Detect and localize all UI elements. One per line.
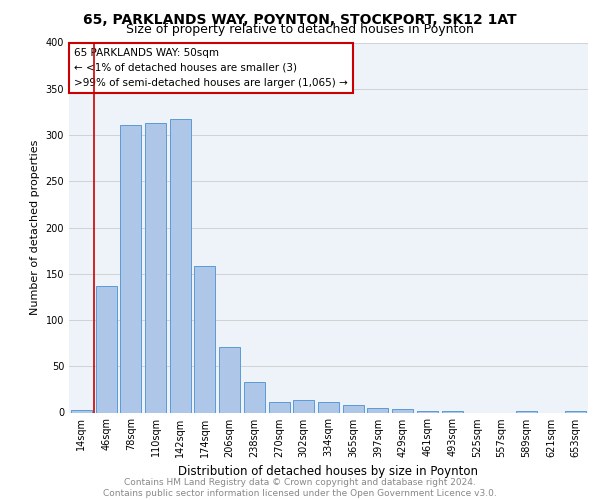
Bar xyxy=(95,286,116,412)
Text: 65, PARKLANDS WAY, POYNTON, STOCKPORT, SK12 1AT: 65, PARKLANDS WAY, POYNTON, STOCKPORT, S… xyxy=(83,12,517,26)
Bar xyxy=(170,120,191,412)
Bar xyxy=(318,402,339,412)
Text: Size of property relative to detached houses in Poynton: Size of property relative to detached ho… xyxy=(126,22,474,36)
Bar xyxy=(71,410,92,412)
Y-axis label: Number of detached properties: Number of detached properties xyxy=(30,140,40,315)
Bar xyxy=(417,410,438,412)
Text: Contains HM Land Registry data © Crown copyright and database right 2024.
Contai: Contains HM Land Registry data © Crown c… xyxy=(103,478,497,498)
Bar xyxy=(565,410,586,412)
Bar xyxy=(516,410,537,412)
Bar xyxy=(194,266,215,412)
Bar xyxy=(442,410,463,412)
X-axis label: Distribution of detached houses by size in Poynton: Distribution of detached houses by size … xyxy=(179,465,479,478)
Bar xyxy=(293,400,314,412)
Bar xyxy=(269,402,290,412)
Text: 65 PARKLANDS WAY: 50sqm
← <1% of detached houses are smaller (3)
>99% of semi-de: 65 PARKLANDS WAY: 50sqm ← <1% of detache… xyxy=(74,48,348,88)
Bar xyxy=(392,409,413,412)
Bar xyxy=(120,125,141,412)
Bar xyxy=(343,405,364,412)
Bar xyxy=(219,347,240,412)
Bar xyxy=(145,123,166,412)
Bar xyxy=(367,408,388,412)
Bar xyxy=(244,382,265,412)
